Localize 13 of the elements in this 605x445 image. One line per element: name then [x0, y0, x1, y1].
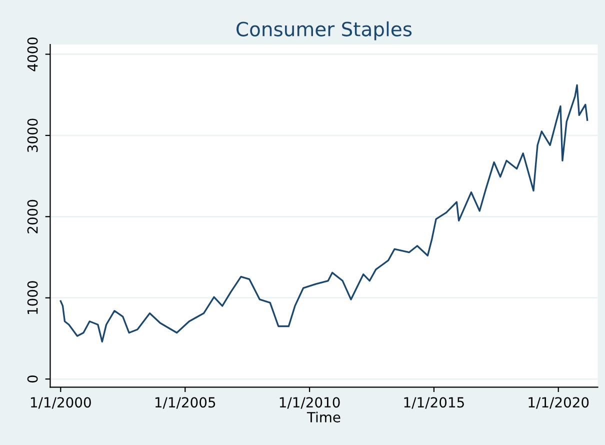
y-tick-label: 0: [27, 376, 38, 383]
y-tick-label: 3000: [27, 118, 38, 152]
x-tick-label: 1/1/2015: [404, 397, 464, 409]
x-axis-title: Time: [306, 412, 340, 422]
x-tick-label: 1/1/2000: [30, 397, 91, 409]
x-tick-label: 1/1/2020: [528, 397, 589, 409]
line-series: [60, 84, 588, 343]
y-tick-label: 4000: [27, 37, 38, 72]
x-tick-label: 1/1/2010: [280, 397, 340, 409]
chart-title: Consumer Staples: [236, 21, 412, 40]
y-tick-label: 1000: [27, 281, 38, 314]
y-tick-label: 2000: [27, 200, 38, 234]
x-tick-label: 1/1/2005: [155, 397, 216, 409]
